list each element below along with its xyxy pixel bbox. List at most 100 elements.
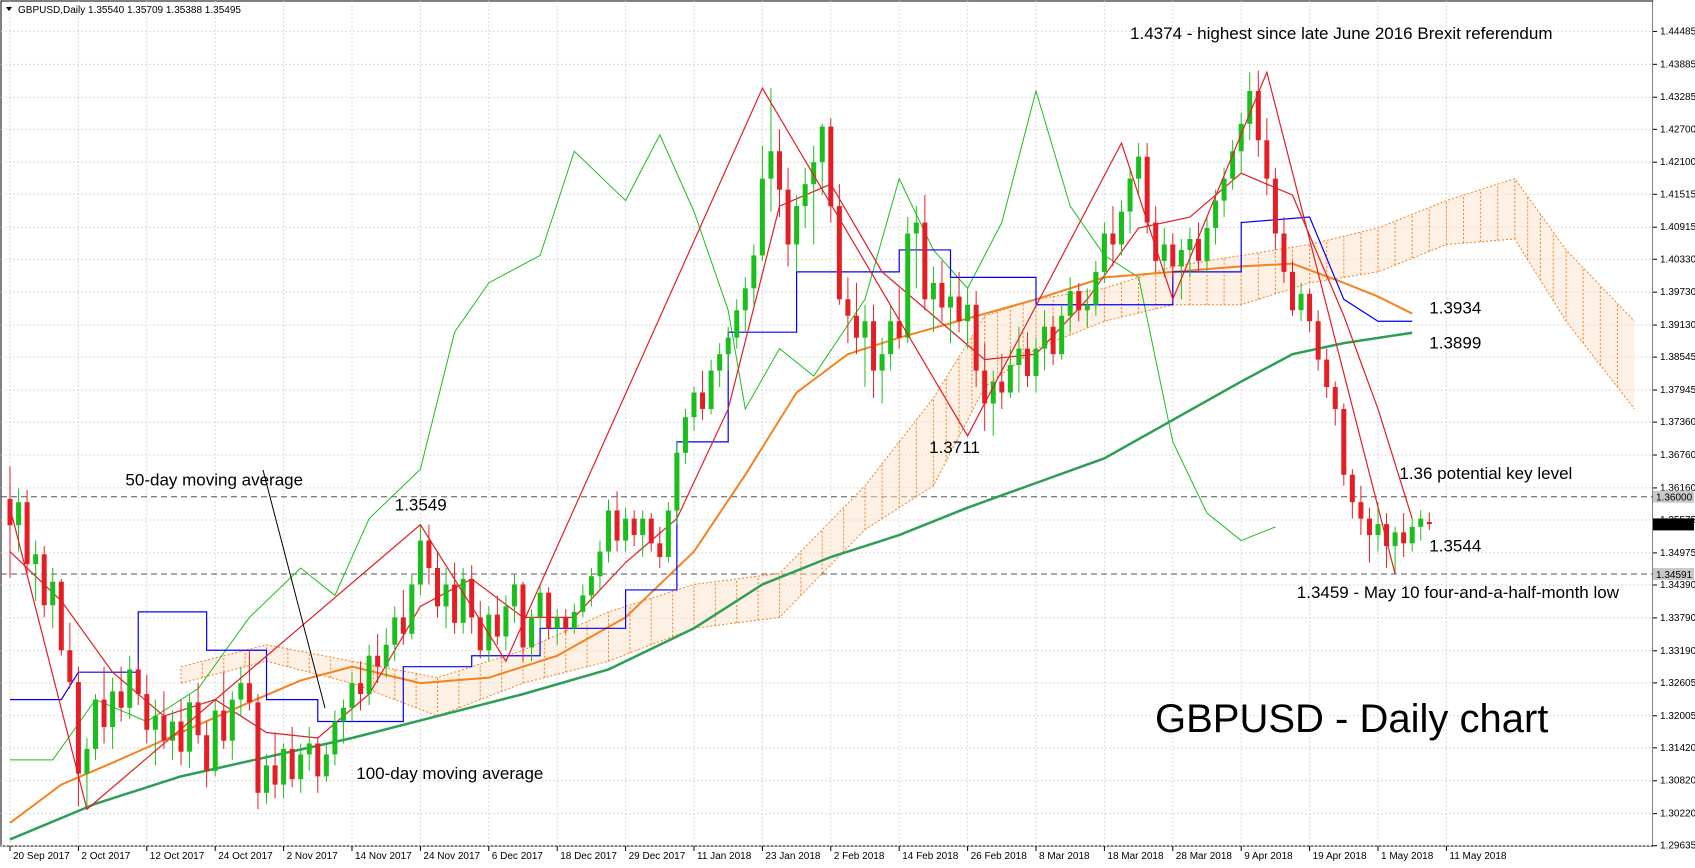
candle-body xyxy=(674,452,680,511)
candle-body xyxy=(623,518,629,541)
x-tick-label: 2 Feb 2018 xyxy=(834,851,885,862)
candle-body xyxy=(67,650,73,683)
x-tick-label: 18 Dec 2017 xyxy=(560,851,617,862)
y-tick-label: 1.36160 xyxy=(1660,483,1695,494)
candles xyxy=(7,70,1432,810)
candle-body xyxy=(452,584,458,623)
candle-body xyxy=(1119,211,1124,245)
zigzag-lines xyxy=(9,70,1396,811)
y-tick-label: 1.40330 xyxy=(1660,254,1695,265)
price-label-text: 1.35495 xyxy=(1656,520,1693,531)
candle-body xyxy=(511,584,517,607)
candle-body xyxy=(426,540,432,568)
candle-body xyxy=(913,222,919,234)
y-tick-label: 1.38545 xyxy=(1660,352,1695,363)
candle-body xyxy=(1213,200,1219,229)
candle-body xyxy=(161,716,167,741)
candle-body xyxy=(606,510,611,552)
candle-body xyxy=(1076,291,1082,311)
candle-body xyxy=(323,754,329,777)
candle-body xyxy=(7,498,13,526)
candle-body xyxy=(366,655,372,695)
candle-body xyxy=(930,282,936,300)
candle-body xyxy=(1426,521,1432,525)
candle-body xyxy=(16,502,22,526)
candle-body xyxy=(588,576,594,596)
candle-body xyxy=(1016,348,1022,366)
candle-body xyxy=(212,710,218,771)
candle-body xyxy=(734,310,740,338)
ma100-line xyxy=(9,331,1413,841)
candle-body xyxy=(1204,228,1210,261)
y-tick-label: 1.43885 xyxy=(1660,59,1695,70)
candle-body xyxy=(1093,271,1099,305)
candle-body xyxy=(1042,326,1048,349)
candle-body xyxy=(520,584,526,648)
pointer-line xyxy=(262,469,326,709)
zigzag-line xyxy=(9,70,1396,811)
candle-body xyxy=(1230,151,1236,179)
candle-body xyxy=(50,581,56,606)
candle-body xyxy=(58,581,64,651)
candle-body xyxy=(802,184,808,207)
candle-body xyxy=(879,354,885,371)
candle-body xyxy=(1170,244,1176,267)
candle-body xyxy=(982,370,988,404)
candle-body xyxy=(229,699,235,741)
price-label-text: 1.34591 xyxy=(1656,570,1693,581)
candle-body xyxy=(435,567,440,607)
candle-body xyxy=(939,282,945,308)
y-tick-label: 1.34975 xyxy=(1660,548,1695,559)
y-tick-label: 1.30820 xyxy=(1660,776,1695,787)
candle-body xyxy=(1341,408,1347,475)
candle-body xyxy=(1221,178,1227,201)
candle-body xyxy=(631,518,637,536)
candle-body xyxy=(272,765,278,785)
y-tick-label: 1.32005 xyxy=(1660,711,1695,722)
candle-body xyxy=(554,617,560,629)
candle-body xyxy=(1195,238,1201,261)
x-tick-label: 26 Feb 2018 xyxy=(971,851,1028,862)
candle-body xyxy=(195,702,201,736)
candle-body xyxy=(33,554,39,565)
candle-body xyxy=(896,321,902,338)
price-label-box xyxy=(1653,567,1694,580)
candle-body xyxy=(845,299,851,316)
candle-body xyxy=(794,206,800,245)
y-tick-label: 1.32605 xyxy=(1660,678,1695,689)
candle-body xyxy=(1409,526,1415,544)
candle-body xyxy=(1153,222,1159,261)
price-label-box xyxy=(1653,518,1694,531)
candle-body xyxy=(1401,532,1407,544)
candle-body xyxy=(289,748,295,780)
price-label-box xyxy=(1653,490,1694,503)
candle-body xyxy=(315,743,321,777)
x-tick-label: 11 Jan 2018 xyxy=(697,851,752,862)
candle-body xyxy=(853,315,859,338)
candle-body xyxy=(708,370,714,409)
annotation-label: 1.3899 xyxy=(1429,334,1481,353)
y-tick-label: 1.42100 xyxy=(1660,157,1695,168)
candle-body xyxy=(417,540,423,585)
annotation-label: 1.3934 xyxy=(1429,299,1481,318)
candle-body xyxy=(999,381,1005,393)
candle-body xyxy=(836,206,842,300)
candle-body xyxy=(144,694,150,730)
price-label-text: 1.36000 xyxy=(1656,493,1693,504)
candle-body xyxy=(777,151,782,190)
candle-body xyxy=(1247,90,1253,124)
candle-body xyxy=(665,510,671,558)
candle-body xyxy=(1392,532,1398,547)
candle-body xyxy=(888,321,894,355)
annotation-label: 100-day moving average xyxy=(356,764,543,783)
candle-body xyxy=(1366,518,1372,536)
candle-body xyxy=(751,255,757,289)
x-tick-label: 8 Mar 2018 xyxy=(1039,851,1090,862)
candle-body xyxy=(1315,321,1321,360)
candle-body xyxy=(1161,244,1167,261)
y-tick-label: 1.37945 xyxy=(1660,385,1695,396)
candle-body xyxy=(238,683,244,700)
candle-body xyxy=(580,595,586,612)
annotation-label: 1.36 potential key level xyxy=(1399,464,1572,483)
candle-body xyxy=(375,655,381,667)
